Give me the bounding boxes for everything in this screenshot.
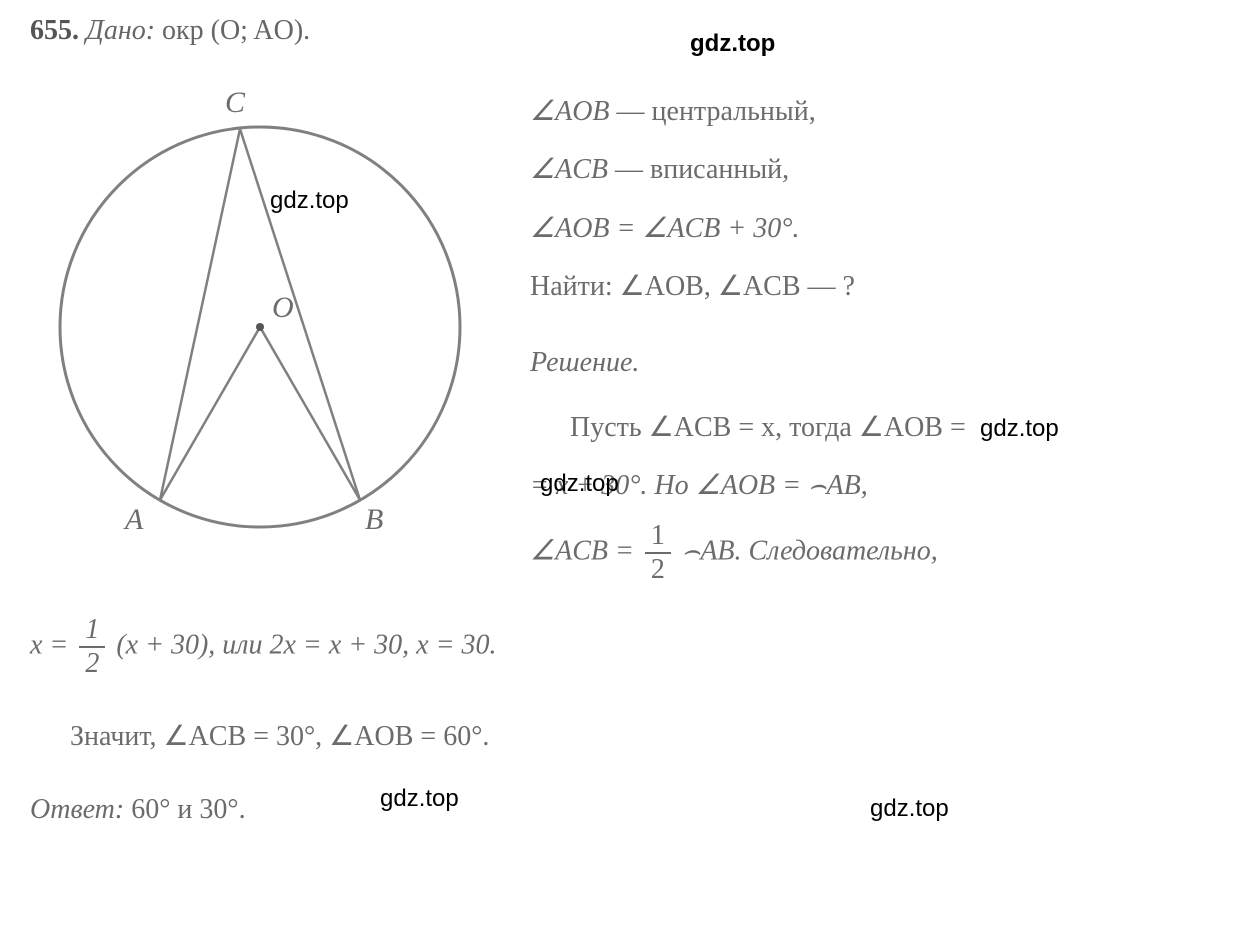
label-C: C [225,86,246,119]
equation-1: x = 1 2 (x + 30), или 2x = x + 30, x = 3… [30,614,1214,680]
condition-3: ∠AOB = ∠ACB + 30°. [530,204,1214,254]
sol3b: ⌢AB. Следовательно, [682,535,938,566]
geometry-diagram: C O A B [30,57,490,537]
diagram-area: C O A B gdz.top [30,57,490,537]
answer-text: 60° и 30°. [131,794,245,825]
sol2b: ⌢AB, [808,470,868,501]
problem-header: 655. Дано: окр (O; AO). [30,15,1214,47]
answer-label: Ответ: [30,794,124,825]
line-CA [160,129,240,500]
angle-AOB: ∠AOB [530,96,610,127]
fraction-half-2: 1 2 [79,614,105,680]
label-O: O [272,291,294,324]
angle-ACB: ∠ACB [530,154,608,185]
label-A: A [123,503,144,536]
eq1b: (x + 30), или 2x = x + 30, x = 30. [116,629,496,660]
cond1-text: — центральный, [617,96,816,127]
line-OA [160,327,260,500]
condition-2: ∠ACB — вписанный, [530,145,1214,195]
point-O [256,323,264,331]
label-B: B [365,503,383,536]
frac2-den: 2 [79,648,105,680]
solution-line-1: Пусть ∠ACB = x, тогда ∠AOB = [530,403,1214,453]
result-line: Значит, ∠ACB = 30°, ∠AOB = 60°. [30,710,1214,763]
bottom-area: x = 1 2 (x + 30), или 2x = x + 30, x = 3… [30,614,1214,836]
line-OB [260,327,360,500]
answer-line: Ответ: 60° и 30°. [30,783,1214,836]
problem-number: 655. [30,15,79,46]
text-area: ∠AOB — центральный, ∠ACB — вписанный, ∠A… [530,57,1214,594]
fraction-half: 1 2 [645,520,671,586]
cond2-text: — вписанный, [615,154,789,185]
condition-4: Найти: ∠AOB, ∠ACB — ? [530,262,1214,312]
sol3a: ∠ACB = [530,535,641,566]
condition-1: ∠AOB — центральный, [530,87,1214,137]
frac-den: 2 [645,554,671,586]
given-text: окр (O; AO). [162,15,310,46]
solution-line-3: ∠ACB = 1 2 ⌢AB. Следовательно, [530,520,1214,586]
frac-num: 1 [645,520,671,554]
solution-heading: Решение. [530,338,1214,388]
solution-line-2: = x + 30°. Но ∠AOB = ⌢AB, [530,461,1214,511]
eq1a: x = [30,629,75,660]
given-label: Дано: [86,15,155,46]
frac2-num: 1 [79,614,105,648]
content-area: C O A B gdz.top ∠AOB — центральный, ∠ACB… [30,57,1214,594]
sol2a: = x + 30°. Но ∠AOB = [530,470,808,501]
line-CB [240,129,360,500]
